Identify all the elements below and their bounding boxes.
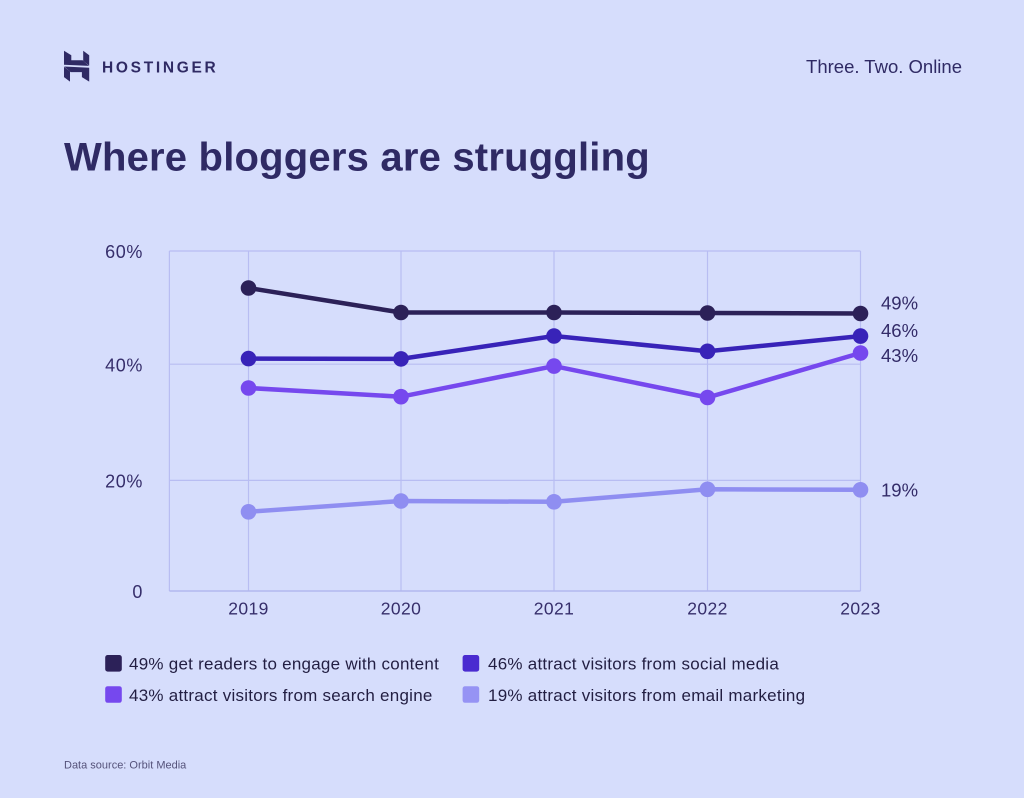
- svg-text:49%: 49%: [881, 293, 918, 314]
- svg-text:2019: 2019: [228, 598, 269, 618]
- svg-text:60%: 60%: [105, 242, 143, 262]
- svg-text:40%: 40%: [105, 355, 143, 375]
- svg-text:46% attract visitors from soci: 46% attract visitors from social media: [488, 655, 779, 674]
- svg-text:49% get readers to engage with: 49% get readers to engage with content: [129, 655, 439, 674]
- svg-text:2021: 2021: [534, 598, 575, 618]
- svg-text:2020: 2020: [381, 598, 422, 618]
- svg-text:0: 0: [132, 582, 143, 602]
- svg-text:2023: 2023: [840, 598, 881, 618]
- svg-text:2022: 2022: [687, 598, 728, 618]
- svg-text:19% attract visitors from emai: 19% attract visitors from email marketin…: [488, 686, 805, 705]
- svg-text:43%: 43%: [881, 345, 918, 366]
- svg-text:20%: 20%: [105, 472, 143, 492]
- svg-text:19%: 19%: [881, 479, 918, 500]
- svg-text:Three. Two. Online: Three. Two. Online: [806, 56, 962, 77]
- svg-text:43% attract visitors from sear: 43% attract visitors from search engine: [129, 686, 433, 705]
- svg-text:Where bloggers are struggling: Where bloggers are struggling: [64, 136, 650, 180]
- svg-text:46%: 46%: [881, 320, 918, 341]
- svg-text:Data source: Orbit Media: Data source: Orbit Media: [64, 760, 187, 772]
- svg-text:HOSTINGER: HOSTINGER: [102, 59, 218, 76]
